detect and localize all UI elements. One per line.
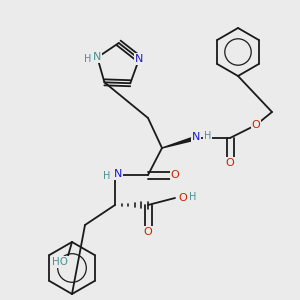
Text: O: O xyxy=(178,193,187,203)
Text: O: O xyxy=(171,170,179,180)
Text: N: N xyxy=(114,169,122,179)
Text: N: N xyxy=(93,52,101,62)
Text: H: H xyxy=(189,192,196,202)
Polygon shape xyxy=(162,136,196,148)
Text: H: H xyxy=(103,171,111,181)
Text: O: O xyxy=(252,120,260,130)
Text: H: H xyxy=(204,131,212,141)
Text: O: O xyxy=(144,227,152,237)
Text: N: N xyxy=(192,132,200,142)
Text: N: N xyxy=(135,54,143,64)
Text: H: H xyxy=(84,55,91,64)
Text: HO: HO xyxy=(52,257,68,267)
Text: O: O xyxy=(226,158,234,168)
